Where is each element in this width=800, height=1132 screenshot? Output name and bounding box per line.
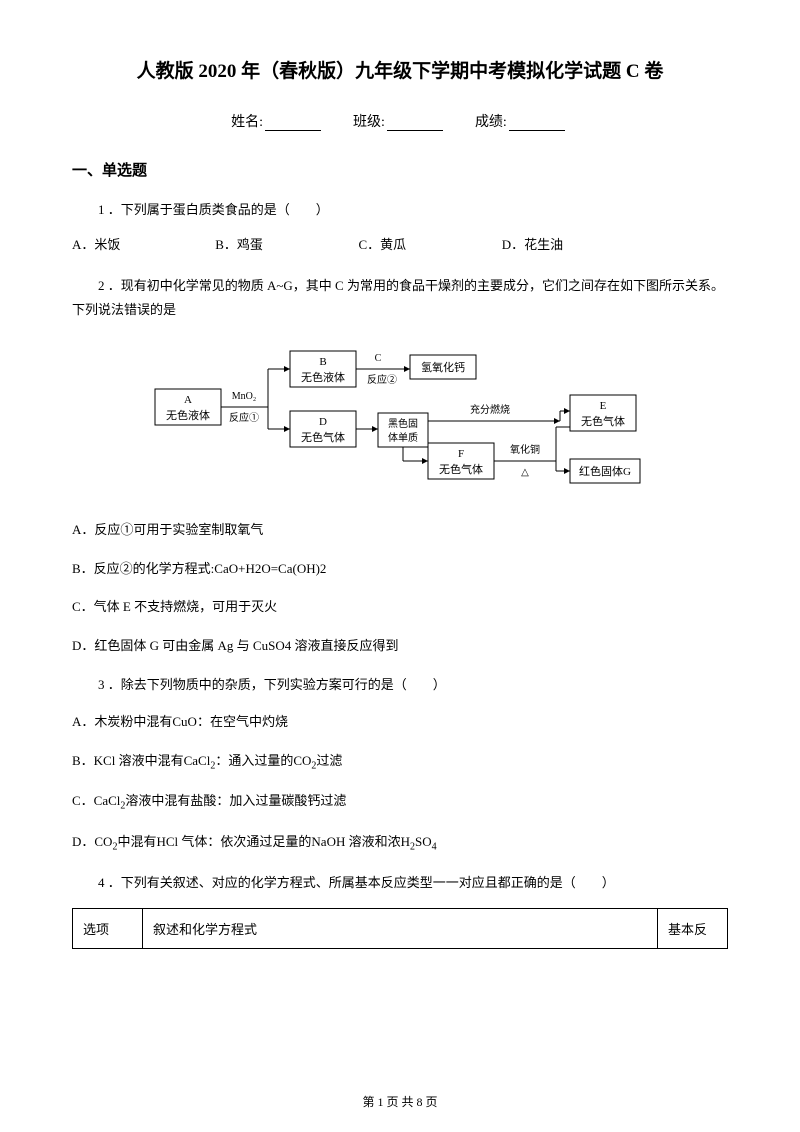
svg-text:无色液体: 无色液体 — [166, 408, 210, 422]
page-footer: 第 1 页 共 8 页 — [0, 1093, 800, 1110]
question-4: 4 ．下列有关叙述、对应的化学方程式、所属基本反应类型一一对应且都正确的是（ ） — [72, 871, 728, 894]
class-label: 班级: — [353, 115, 385, 130]
q2-opt-a: A．反应①可用于实验室制取氧气 — [72, 518, 728, 543]
question-2: 2 ．现有初中化学常见的物质 A~G，其中 C 为常用的食品干燥剂的主要成分，它… — [72, 274, 728, 321]
svg-text:D: D — [319, 416, 327, 428]
q1-opt-a: A．米饭 — [72, 235, 212, 256]
q4-col2: 叙述和化学方程式 — [143, 908, 658, 948]
q1-opt-d: D．花生油 — [502, 235, 563, 256]
q2-diagram: A 无色液体 MnO₂ 反应① B 无色液体 D 无色气体 C 反应② 氢氧化钙… — [72, 339, 728, 494]
svg-text:C: C — [375, 353, 382, 364]
svg-text:反应①: 反应① — [229, 411, 259, 424]
q3-opt-d: D．CO2中混有HCl 气体：依次通过足量的NaOH 溶液和浓H2SO4 — [72, 830, 728, 857]
svg-text:E: E — [600, 400, 607, 412]
name-label: 姓名: — [231, 115, 263, 130]
svg-text:B: B — [319, 356, 326, 368]
question-3: 3 ．除去下列物质中的杂质，下列实验方案可行的是（ ） — [72, 673, 728, 696]
q3-opt-a: A．木炭粉中混有CuO：在空气中灼烧 — [72, 710, 728, 735]
svg-text:体单质: 体单质 — [388, 432, 418, 444]
q4-col3: 基本反 — [658, 908, 728, 948]
svg-text:红色固体G: 红色固体G — [579, 464, 631, 478]
q2-opt-b: B．反应②的化学方程式:CaO+H2O=Ca(OH)2 — [72, 557, 728, 582]
svg-text:F: F — [458, 448, 464, 460]
q1-opt-c: C．黄瓜 — [359, 235, 499, 256]
q3-opt-c: C．CaCl2溶液中混有盐酸：加入过量碳酸钙过滤 — [72, 789, 728, 816]
question-1: 1 ．下列属于蛋白质类食品的是（ ） — [72, 198, 728, 221]
svg-text:无色气体: 无色气体 — [301, 430, 345, 444]
q4-col1: 选项 — [73, 908, 143, 948]
name-blank — [265, 117, 321, 131]
q1-opt-b: B．鸡蛋 — [215, 235, 355, 256]
class-blank — [387, 117, 443, 131]
svg-text:无色液体: 无色液体 — [301, 370, 345, 384]
svg-text:氧化铜: 氧化铜 — [510, 443, 540, 456]
q2-opt-d: D．红色固体 G 可由金属 Ag 与 CuSO4 溶液直接反应得到 — [72, 634, 728, 659]
svg-text:反应②: 反应② — [367, 373, 397, 386]
page-title: 人教版 2020 年（春秋版）九年级下学期中考模拟化学试题 C 卷 — [72, 56, 728, 83]
svg-text:黑色固: 黑色固 — [388, 417, 418, 430]
score-blank — [509, 117, 565, 131]
table-row: 选项 叙述和化学方程式 基本反 — [73, 908, 728, 948]
svg-text:A: A — [184, 394, 192, 406]
q3-opt-b: B．KCl 溶液中混有CaCl2：通入过量的CO2过滤 — [72, 749, 728, 776]
svg-text:MnO₂: MnO₂ — [232, 391, 257, 402]
section-1-title: 一、单选题 — [72, 159, 728, 180]
svg-text:无色气体: 无色气体 — [439, 462, 483, 476]
svg-text:充分燃烧: 充分燃烧 — [470, 403, 510, 416]
svg-text:氢氧化钙: 氢氧化钙 — [421, 360, 465, 374]
score-label: 成绩: — [475, 115, 507, 130]
student-info-line: 姓名: 班级: 成绩: — [72, 111, 728, 131]
q2-opt-c: C．气体 E 不支持燃烧，可用于灭火 — [72, 595, 728, 620]
q4-table: 选项 叙述和化学方程式 基本反 — [72, 908, 728, 949]
question-1-options: A．米饭 B．鸡蛋 C．黄瓜 D．花生油 — [72, 235, 728, 256]
svg-text:△: △ — [521, 467, 529, 478]
svg-text:无色气体: 无色气体 — [581, 414, 625, 428]
